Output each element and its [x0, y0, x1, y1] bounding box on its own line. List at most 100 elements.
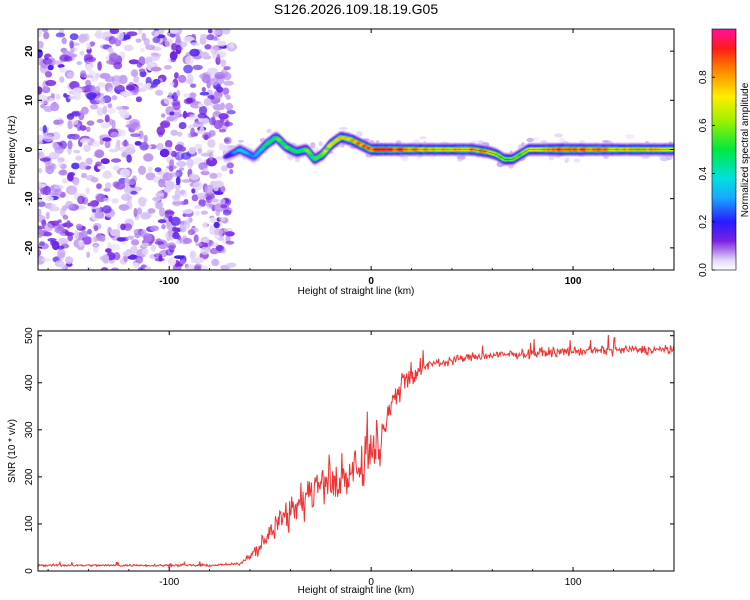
noise-blob: [159, 207, 165, 217]
noise-blob: [206, 157, 218, 167]
noise-blob: [38, 181, 42, 190]
noise-blob: [182, 209, 193, 215]
noise-blob: [161, 224, 166, 230]
halo-blob: [356, 130, 363, 137]
noise-blob: [93, 225, 99, 232]
noise-blob: [92, 208, 97, 213]
noise-blob: [168, 165, 174, 172]
noise-blob: [66, 185, 77, 195]
noise-blob: [71, 119, 79, 126]
noise-blob: [120, 130, 126, 137]
noise-blob: [218, 113, 229, 120]
x-tick-label: 100: [565, 276, 582, 287]
y-tick-label: 100: [24, 515, 35, 532]
noise-blob: [187, 74, 194, 84]
noise-blob: [150, 225, 159, 232]
noise-blob: [86, 251, 91, 258]
spectrogram-heatmap: [38, 29, 674, 270]
halo-blob: [532, 137, 540, 141]
noise-blob: [143, 153, 154, 162]
noise-blob: [38, 201, 46, 207]
y-tick-label: 300: [24, 421, 35, 438]
noise-blob: [152, 36, 161, 44]
noise-blob: [169, 29, 179, 34]
noise-blob: [75, 155, 82, 161]
noise-blob: [79, 125, 87, 131]
noise-blob: [57, 237, 69, 245]
y-tick-label: 0: [24, 568, 35, 574]
noise-blob: [137, 196, 146, 206]
noise-blob: [93, 244, 99, 254]
noise-blob: [209, 198, 219, 203]
y-tick-label: 10: [24, 94, 35, 106]
noise-blob: [170, 58, 177, 63]
noise-blob: [174, 72, 179, 79]
noise-blob: [175, 176, 181, 186]
noise-blob: [223, 80, 235, 86]
noise-blob: [41, 29, 49, 33]
noise-blob: [73, 149, 80, 154]
x-tick-label: 100: [565, 577, 582, 588]
noise-blob: [218, 216, 226, 221]
noise-blob: [75, 223, 83, 230]
noise-blob: [164, 232, 169, 239]
noise-blob: [38, 29, 42, 38]
noise-blob: [189, 173, 200, 181]
noise-blob: [156, 126, 166, 136]
noise-blob: [65, 232, 75, 236]
noise-blob: [191, 194, 199, 202]
noise-blob: [100, 158, 110, 165]
noise-blob: [190, 127, 196, 138]
snr-x-axis-label: Height of straight line (km): [298, 585, 415, 596]
noise-blob: [112, 165, 120, 171]
noise-blob: [183, 93, 191, 98]
noise-blob: [140, 47, 145, 53]
noise-blob: [51, 220, 60, 227]
noise-blob: [92, 141, 101, 147]
noise-blob: [209, 217, 216, 224]
noise-blob: [187, 159, 193, 169]
noise-blob: [70, 53, 78, 58]
noise-blob: [128, 59, 140, 65]
noise-blob: [111, 95, 118, 101]
noise-blob: [82, 236, 92, 245]
noise-blob: [168, 92, 173, 97]
halo-blob: [419, 136, 427, 140]
noise-blob: [179, 41, 188, 48]
noise-blob: [97, 82, 106, 88]
noise-blob: [101, 267, 109, 270]
noise-blob: [86, 120, 95, 126]
noise-blob: [170, 129, 178, 136]
noise-blob: [175, 239, 181, 245]
noise-blob: [200, 33, 208, 39]
noise-blob: [94, 95, 104, 104]
noise-blob: [130, 69, 139, 78]
noise-blob: [192, 181, 204, 191]
noise-blob: [43, 134, 54, 143]
noise-blob: [225, 94, 231, 100]
noise-blob: [138, 29, 143, 35]
halo-blob: [318, 141, 323, 147]
noise-blob: [50, 102, 60, 112]
noise-blob: [66, 113, 75, 120]
x-tick-label: 0: [368, 276, 374, 287]
halo-blob: [526, 137, 534, 143]
noise-blob: [97, 61, 102, 71]
noise-blob: [206, 149, 215, 154]
noise-blob: [78, 161, 87, 171]
noise-blob: [164, 140, 173, 148]
noise-blob: [202, 221, 208, 229]
noise-blob: [94, 72, 100, 79]
halo-blob: [540, 140, 548, 144]
noise-blob: [126, 31, 138, 37]
noise-blob: [53, 119, 61, 125]
noise-blob: [66, 173, 74, 181]
noise-blob: [157, 219, 167, 224]
noise-blob: [77, 239, 85, 247]
noise-blob: [45, 162, 55, 170]
noise-blob: [104, 182, 112, 190]
noise-blob: [61, 178, 69, 184]
noise-blob: [171, 43, 178, 51]
noise-blob: [175, 34, 181, 44]
